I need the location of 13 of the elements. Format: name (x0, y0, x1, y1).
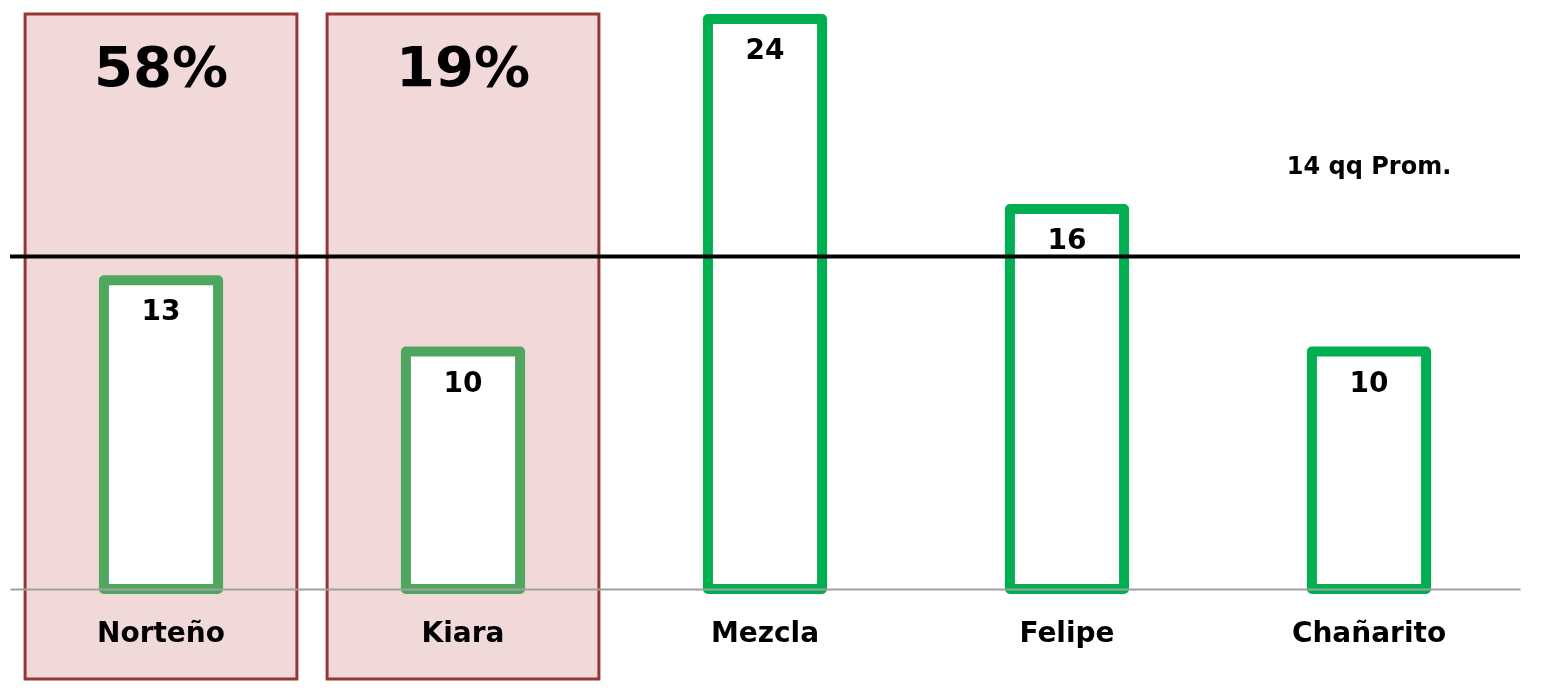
band-label: 58% (93, 34, 229, 99)
x-tick-label: Felipe (1019, 615, 1115, 649)
data-label: 16 (1047, 223, 1087, 256)
data-label: 13 (141, 294, 181, 328)
data-label: 24 (745, 33, 785, 66)
x-tick-label: Mezcla (710, 615, 820, 649)
x-tick-label: Kiara (421, 615, 505, 649)
ref-line-label: 14 qq Prom. (1286, 151, 1452, 180)
x-tick-label: Norteño (96, 615, 226, 649)
data-label: 10 (1349, 365, 1389, 399)
band-label: 19% (395, 34, 531, 99)
x-tick-label: Chañarito (1291, 615, 1447, 649)
data-label: 10 (443, 365, 483, 399)
